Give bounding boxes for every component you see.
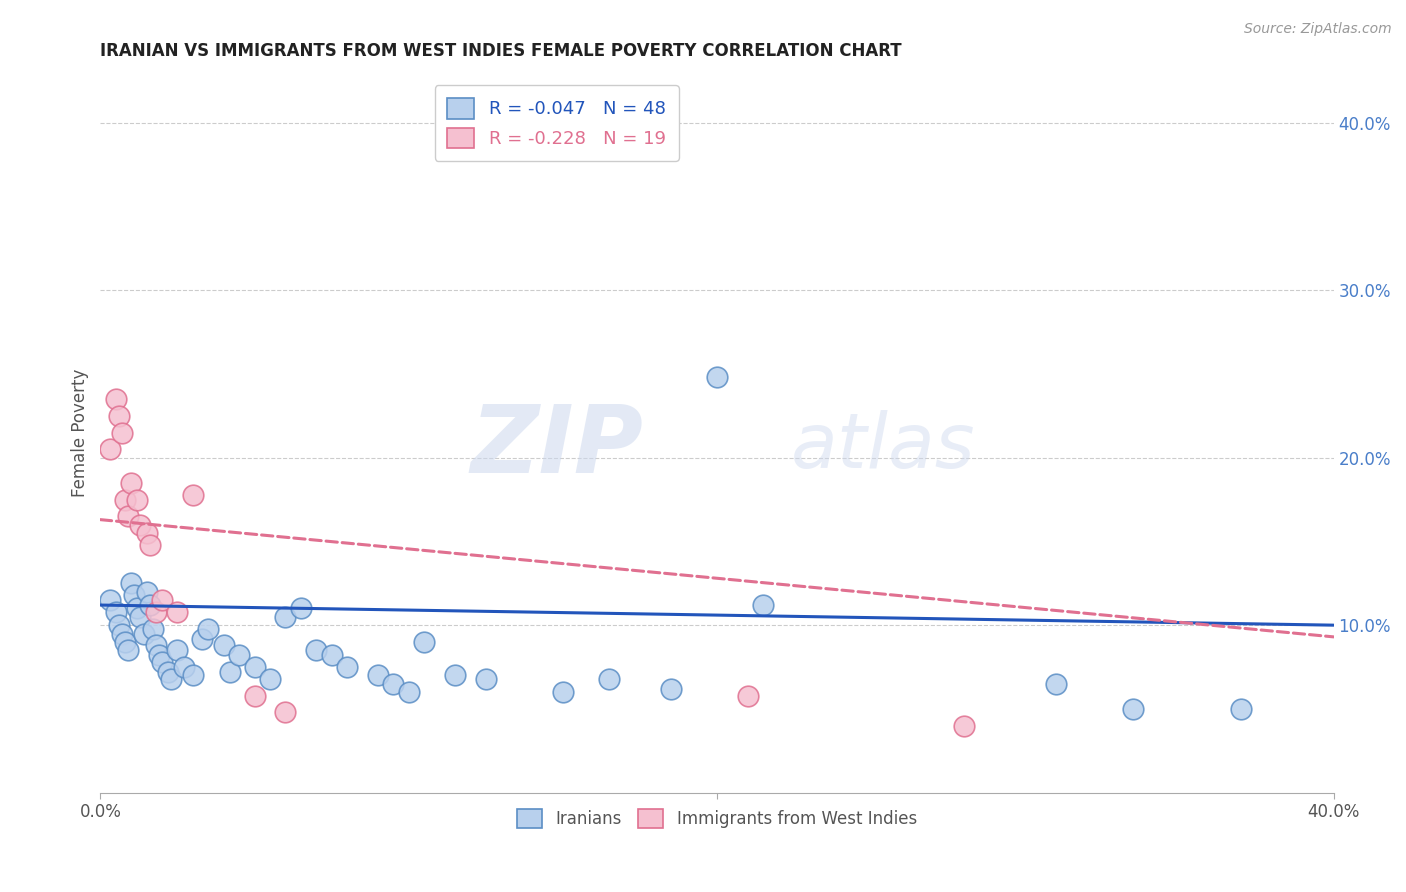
Point — [132, 626, 155, 640]
Point — [228, 648, 250, 663]
Point — [104, 392, 127, 406]
Point — [413, 635, 436, 649]
Text: atlas: atlas — [792, 410, 976, 484]
Point — [129, 609, 152, 624]
Point — [737, 689, 759, 703]
Point — [191, 632, 214, 646]
Point — [444, 668, 467, 682]
Point — [166, 605, 188, 619]
Point — [1230, 702, 1253, 716]
Point — [274, 705, 297, 719]
Y-axis label: Female Poverty: Female Poverty — [72, 368, 89, 497]
Point — [474, 672, 496, 686]
Text: Source: ZipAtlas.com: Source: ZipAtlas.com — [1244, 22, 1392, 37]
Point — [212, 638, 235, 652]
Point — [218, 665, 240, 679]
Point — [150, 655, 173, 669]
Point — [336, 660, 359, 674]
Point — [1122, 702, 1144, 716]
Point — [114, 492, 136, 507]
Point — [148, 648, 170, 663]
Point — [138, 598, 160, 612]
Point — [117, 509, 139, 524]
Point — [142, 622, 165, 636]
Point — [706, 370, 728, 384]
Point — [305, 643, 328, 657]
Point — [274, 609, 297, 624]
Text: IRANIAN VS IMMIGRANTS FROM WEST INDIES FEMALE POVERTY CORRELATION CHART: IRANIAN VS IMMIGRANTS FROM WEST INDIES F… — [100, 42, 903, 60]
Point — [551, 685, 574, 699]
Point — [157, 665, 180, 679]
Point — [98, 593, 121, 607]
Legend: Iranians, Immigrants from West Indies: Iranians, Immigrants from West Indies — [510, 802, 924, 835]
Point — [111, 626, 134, 640]
Point — [952, 719, 974, 733]
Point — [367, 668, 389, 682]
Point — [752, 598, 775, 612]
Point — [111, 425, 134, 440]
Point — [138, 538, 160, 552]
Point — [243, 660, 266, 674]
Point — [120, 475, 142, 490]
Point — [166, 643, 188, 657]
Point — [290, 601, 312, 615]
Point — [145, 605, 167, 619]
Point — [108, 618, 131, 632]
Point — [181, 487, 204, 501]
Point — [173, 660, 195, 674]
Point — [114, 635, 136, 649]
Point — [127, 601, 149, 615]
Point — [259, 672, 281, 686]
Point — [120, 576, 142, 591]
Point — [145, 638, 167, 652]
Point — [398, 685, 420, 699]
Point — [108, 409, 131, 423]
Point — [243, 689, 266, 703]
Point — [98, 442, 121, 457]
Point — [598, 672, 620, 686]
Point — [150, 593, 173, 607]
Point — [122, 588, 145, 602]
Point — [135, 526, 157, 541]
Point — [129, 517, 152, 532]
Point — [1045, 677, 1067, 691]
Point — [659, 681, 682, 696]
Text: ZIP: ZIP — [470, 401, 643, 493]
Point — [321, 648, 343, 663]
Point — [104, 605, 127, 619]
Point — [127, 492, 149, 507]
Point — [160, 672, 183, 686]
Point — [382, 677, 405, 691]
Point — [181, 668, 204, 682]
Point — [117, 643, 139, 657]
Point — [135, 584, 157, 599]
Point — [197, 622, 219, 636]
